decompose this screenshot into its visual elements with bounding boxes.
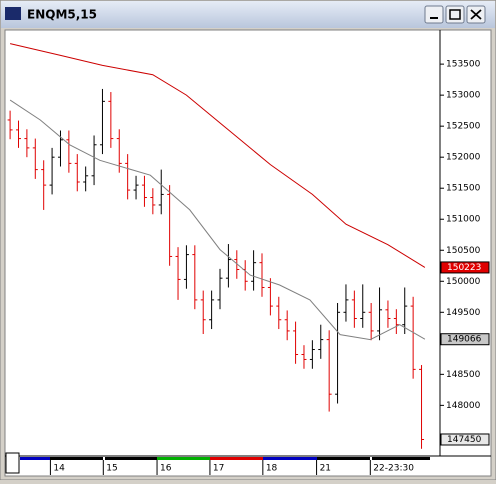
price-marker <box>440 433 490 446</box>
y-tick-label: 151500 <box>446 184 481 194</box>
price-marker-label: 150223 <box>447 263 481 273</box>
maximize-icon <box>449 9 461 20</box>
x-tick-label: 16 <box>160 464 172 474</box>
session-segment <box>372 457 430 460</box>
price-marker-label: 147450 <box>447 435 482 445</box>
session-segment <box>210 457 263 460</box>
session-segment <box>105 457 157 460</box>
session-segment <box>50 457 103 460</box>
title-bar <box>1 1 495 28</box>
session-segment <box>317 457 370 460</box>
y-tick-label: 153000 <box>446 91 481 101</box>
scroll-box[interactable] <box>5 452 20 474</box>
minimize-button[interactable] <box>424 5 444 24</box>
moving-average <box>9 43 426 268</box>
y-tick-label: 150500 <box>446 246 481 256</box>
maximize-button[interactable] <box>445 5 465 24</box>
y-tick-label: 151000 <box>446 215 481 225</box>
session-segment <box>263 457 317 460</box>
chart-area <box>4 29 492 477</box>
y-tick-label: 152500 <box>446 122 481 132</box>
session-strip <box>20 457 430 460</box>
price-marker <box>440 333 490 346</box>
price-marker <box>440 261 490 274</box>
window-buttons <box>424 5 486 24</box>
price-marker-label: 149066 <box>447 335 482 345</box>
app-icon <box>5 7 21 20</box>
session-segment <box>157 457 210 460</box>
x-tick-label: 22-23:30 <box>373 464 414 474</box>
y-tick-label: 148500 <box>446 370 481 380</box>
y-tick-label: 150000 <box>446 277 481 287</box>
y-tick-label: 152000 <box>446 153 481 163</box>
y-tick-label: 149500 <box>446 308 481 318</box>
x-tick-label: 17 <box>213 464 224 474</box>
x-tick-label: 15 <box>106 464 117 474</box>
moving-average <box>9 99 426 341</box>
y-tick-label: 153500 <box>446 60 481 70</box>
y-tick-label: 148000 <box>446 401 481 411</box>
x-tick-label: 14 <box>53 464 65 474</box>
close-icon <box>470 9 482 20</box>
window-title: ENQM5,15 <box>27 8 97 22</box>
x-tick-label: 18 <box>266 464 278 474</box>
session-segment <box>20 457 50 460</box>
x-tick-label: 21 <box>320 464 331 474</box>
